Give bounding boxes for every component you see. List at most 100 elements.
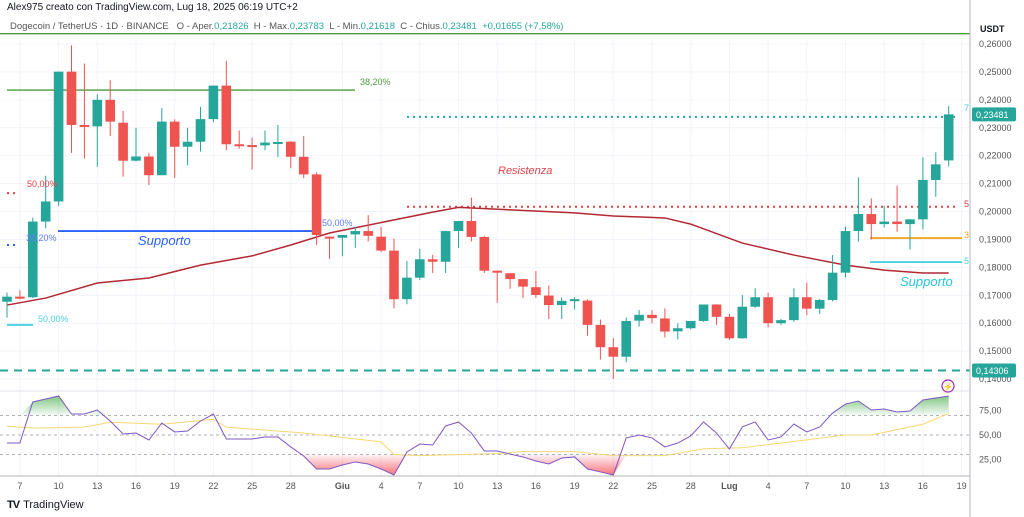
- time-tick: 4: [379, 481, 384, 491]
- price-tick: 0,23000: [979, 123, 1012, 133]
- candle: [260, 130, 270, 151]
- candle: [479, 235, 490, 273]
- candle: [685, 320, 696, 330]
- candle-body: [208, 85, 219, 120]
- candle: [918, 157, 928, 230]
- time-tick: 28: [286, 481, 296, 491]
- candle: [40, 175, 51, 229]
- candle: [621, 317, 631, 363]
- candle: [247, 137, 257, 170]
- rsi-ma-line: [6, 412, 949, 457]
- candle: [182, 127, 193, 166]
- candle-body: [492, 270, 502, 273]
- candle: [827, 255, 838, 302]
- chart-credit: Alex975 creato con TradingView.com, Lug …: [7, 2, 298, 13]
- high-value: 0,23783: [289, 21, 325, 32]
- candle-body: [789, 297, 799, 321]
- candle-body: [118, 122, 128, 161]
- rsi-overbought-fill: [7, 395, 949, 416]
- candle-body: [724, 316, 735, 339]
- candle-body: [802, 297, 812, 309]
- time-tick: 22: [608, 481, 618, 491]
- candle-body: [905, 219, 915, 225]
- candle: [802, 282, 812, 316]
- price-tick: 0,24000: [979, 95, 1012, 105]
- alert-icon[interactable]: ⚡: [941, 379, 955, 393]
- candle: [776, 319, 786, 325]
- candle-body: [221, 85, 232, 145]
- candle-body: [260, 142, 270, 146]
- candle: [337, 234, 348, 257]
- candle: [814, 298, 825, 314]
- candle-body: [544, 295, 554, 306]
- candle-body: [337, 234, 348, 238]
- fib-50-cyan-label: 50,00%: [38, 314, 69, 324]
- candle-body: [79, 124, 90, 127]
- candle: [737, 295, 748, 339]
- candle-body: [92, 99, 103, 127]
- candle-body: [350, 231, 361, 235]
- support-right-label: Supporto: [900, 274, 953, 289]
- ema-layer: [6, 206, 949, 306]
- candle: [763, 292, 773, 328]
- candle: [582, 299, 593, 336]
- rsi-oversold-fill: [7, 454, 949, 475]
- candle-body: [776, 320, 786, 324]
- candle: [298, 136, 309, 179]
- candle-body: [273, 141, 283, 144]
- candle-body: [918, 179, 928, 220]
- tradingview-footer: TV TradingView: [7, 499, 84, 511]
- candle: [879, 205, 889, 228]
- price-tick: 0,25000: [979, 67, 1012, 77]
- candle: [440, 231, 451, 273]
- price-tick: 0,17000: [979, 290, 1012, 300]
- candle: [505, 273, 515, 289]
- rsi-tick: 75,00: [979, 406, 1002, 416]
- candle: [286, 141, 296, 169]
- time-tick: Giu: [335, 481, 350, 491]
- symbol-name[interactable]: Dogecoin / TetherUS · 1D · BINANCE: [10, 21, 169, 32]
- candle: [311, 172, 322, 246]
- candle-body: [440, 231, 451, 262]
- fib-mark-5: 5: [964, 199, 969, 209]
- time-tick: 7: [417, 481, 422, 491]
- candle: [402, 260, 412, 305]
- candle-body: [144, 156, 154, 176]
- candle: [608, 337, 619, 380]
- fib-mark-7: 7: [964, 103, 969, 113]
- fib-mark-5b: 5: [964, 256, 969, 266]
- support-left-label: Supporto: [138, 233, 191, 248]
- candle-body: [569, 299, 580, 302]
- fib-50-mid-label: 50,00%: [322, 218, 353, 228]
- price-tick: 0,18000: [979, 262, 1012, 272]
- open-label: O - Aper.: [176, 21, 215, 32]
- price-tick: 0,26000: [979, 39, 1012, 49]
- currency-label: USDT: [980, 24, 1005, 34]
- candle-body: [40, 201, 51, 222]
- candle: [943, 105, 954, 167]
- candle-body: [866, 214, 877, 225]
- candle-body: [892, 221, 902, 225]
- candle: [711, 304, 722, 325]
- candle: [221, 60, 232, 151]
- candle-body: [621, 320, 631, 357]
- candle-body: [2, 296, 12, 302]
- candle-body: [737, 306, 748, 339]
- candle-body: [466, 221, 477, 237]
- candle-body: [376, 236, 386, 251]
- candle: [157, 108, 167, 176]
- candle: [647, 310, 657, 324]
- candle-body: [169, 121, 180, 147]
- candle-body: [531, 287, 541, 296]
- time-tick: 16: [918, 481, 928, 491]
- tradingview-logo-icon: TV: [7, 499, 20, 511]
- candle: [866, 198, 877, 240]
- time-tick: 25: [247, 481, 257, 491]
- price-tick: 0,15000: [979, 346, 1012, 356]
- time-tick: 10: [840, 481, 850, 491]
- price-tick: 0,19000: [979, 234, 1012, 244]
- candle-body: [286, 141, 296, 157]
- candle: [324, 236, 335, 259]
